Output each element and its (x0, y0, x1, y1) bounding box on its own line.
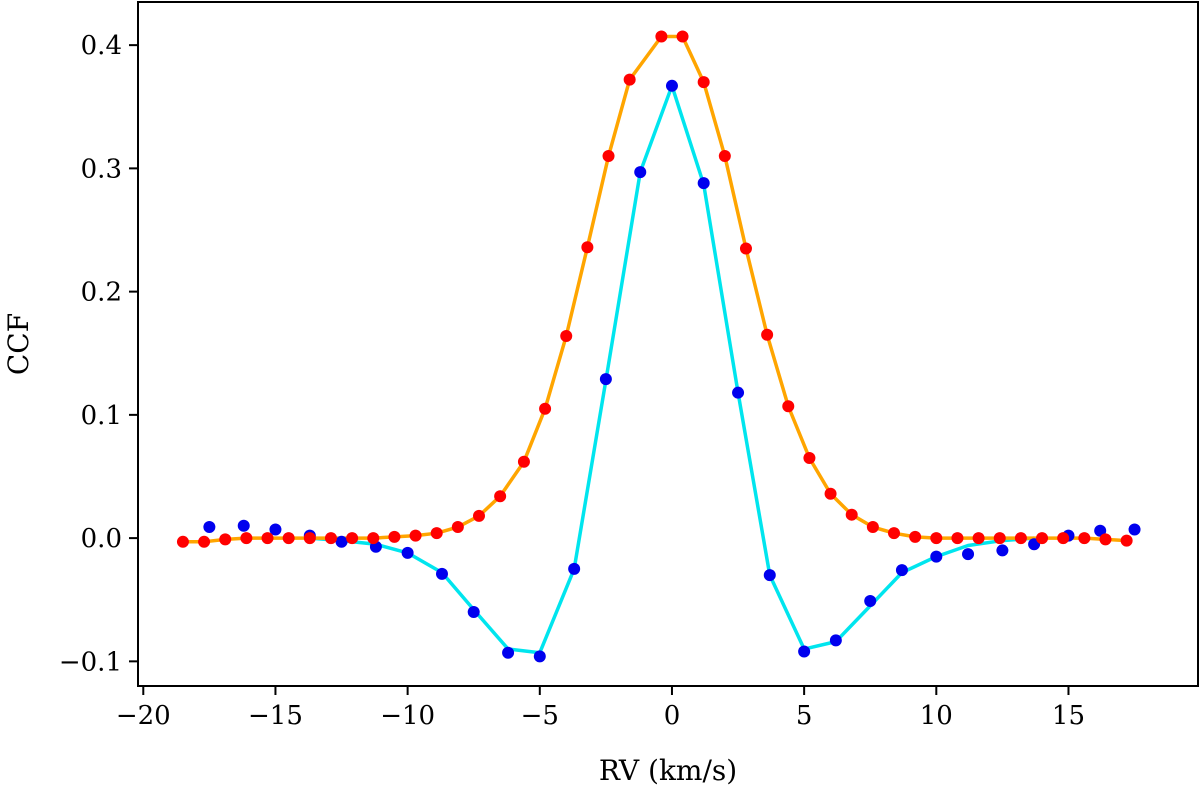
series-1-point (599, 373, 612, 386)
series-1-point (203, 521, 216, 534)
y-axis-ticks: −0.1 0.0 0.1 0.2 0.3 0.4 (59, 31, 138, 677)
series-2-point (324, 532, 337, 545)
series-1-point (634, 166, 647, 179)
x-axis-ticks: −20 −15 −10 −5 0 5 10 15 (116, 686, 1085, 731)
series-2-point (824, 487, 837, 500)
x-tick-label: 15 (1052, 701, 1085, 731)
x-tick-label: −10 (380, 701, 435, 731)
series-2-point (951, 532, 964, 545)
y-tick-label: 0.1 (81, 401, 122, 431)
y-tick-label: 0.2 (81, 278, 122, 308)
series-1-point (864, 594, 877, 607)
series-2-point (718, 150, 731, 163)
series-2-line (182, 34, 1127, 544)
series-1-point (502, 646, 515, 659)
series-1-point (568, 562, 581, 575)
series-1-point (1128, 523, 1141, 536)
series-layer (176, 30, 1141, 663)
series-2-point (240, 532, 253, 545)
series-2-point (655, 30, 668, 43)
y-tick-label: 0.4 (81, 31, 122, 61)
series-2-point (472, 509, 485, 522)
series-2-point (581, 241, 594, 254)
series-1-point (665, 79, 678, 92)
series-2-point (888, 527, 901, 540)
series-2-point (866, 521, 879, 534)
series-1-point (1094, 524, 1107, 537)
series-1-point (237, 519, 250, 532)
series-1-point (533, 650, 546, 663)
x-tick-label: 10 (920, 701, 953, 731)
series-2-point (388, 530, 401, 543)
series-1-point (930, 550, 943, 563)
series-2-point (676, 30, 689, 43)
series-2-point (261, 532, 274, 545)
x-tick-label: −5 (521, 701, 559, 731)
series-1-point (401, 546, 414, 559)
series-1-point (335, 535, 348, 548)
y-tick-label: 0.3 (81, 154, 122, 184)
series-2-point (409, 529, 422, 542)
series-1-point (435, 567, 448, 580)
series-2-point (1036, 532, 1049, 545)
series-2-point (282, 532, 295, 545)
series-2-point (303, 532, 316, 545)
series-1-point (269, 523, 282, 536)
series-2-point (1014, 532, 1027, 545)
series-2-point (198, 535, 211, 548)
series-2-point (909, 530, 922, 543)
series-1-point (829, 634, 842, 647)
series-2-point (602, 150, 615, 163)
y-axis-title: CCF (2, 313, 35, 375)
series-2-point (539, 402, 552, 415)
series-2-point (1078, 532, 1091, 545)
series-2-point (972, 532, 985, 545)
series-2-point (845, 508, 858, 521)
y-tick-label: 0.0 (81, 524, 122, 554)
series-1-point (962, 548, 975, 561)
series-2-point (930, 532, 943, 545)
series-1-point (895, 564, 908, 577)
series-2-point (451, 521, 464, 534)
series-2-point (367, 532, 380, 545)
x-tick-label: 5 (796, 701, 813, 731)
series-2-point (1099, 533, 1112, 546)
series-2-point (623, 73, 636, 86)
series-2-point (430, 527, 443, 540)
series-2-point (346, 532, 359, 545)
x-tick-label: −20 (116, 701, 171, 731)
series-2-point (782, 400, 795, 413)
series-2-point (219, 533, 232, 546)
series-2-point (494, 490, 507, 503)
series-1-point (763, 569, 776, 582)
series-2-point (1057, 532, 1070, 545)
series-2-point (560, 329, 573, 342)
series-1-point (732, 386, 745, 399)
series-1-point (996, 544, 1009, 557)
y-tick-label: −0.1 (59, 647, 122, 677)
series-2-point (1120, 534, 1133, 547)
plot-frame (137, 1, 1199, 687)
series-2-point (803, 452, 816, 464)
series-2-point (697, 76, 710, 89)
series-2-point (739, 242, 752, 255)
x-tick-label: 0 (664, 701, 681, 731)
series-1-line (309, 84, 1035, 655)
series-1-point (697, 177, 710, 190)
series-2-point (517, 455, 530, 468)
series-2-point (993, 532, 1006, 545)
series-1-point (798, 645, 811, 658)
x-axis-title: RV (km/s) (599, 754, 737, 787)
series-1-point (467, 606, 480, 619)
series-2-point (176, 535, 189, 548)
x-tick-label: −15 (248, 701, 303, 731)
series-2-point (761, 328, 774, 341)
